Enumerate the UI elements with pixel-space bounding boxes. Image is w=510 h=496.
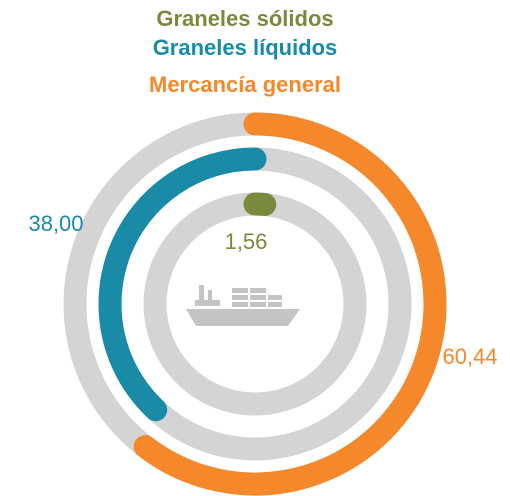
legend-entry: Mercancía general	[149, 72, 341, 97]
value-label: 60,44	[442, 344, 497, 369]
arc-bar	[98, 147, 267, 422]
legend-entry: Graneles sólidos	[156, 6, 333, 31]
value-label: 1,56	[225, 229, 268, 254]
arc-bar	[133, 112, 447, 496]
value-label: 38,00	[28, 211, 83, 236]
ship-icon	[186, 285, 300, 326]
legend-entry: Graneles líquidos	[153, 35, 338, 60]
